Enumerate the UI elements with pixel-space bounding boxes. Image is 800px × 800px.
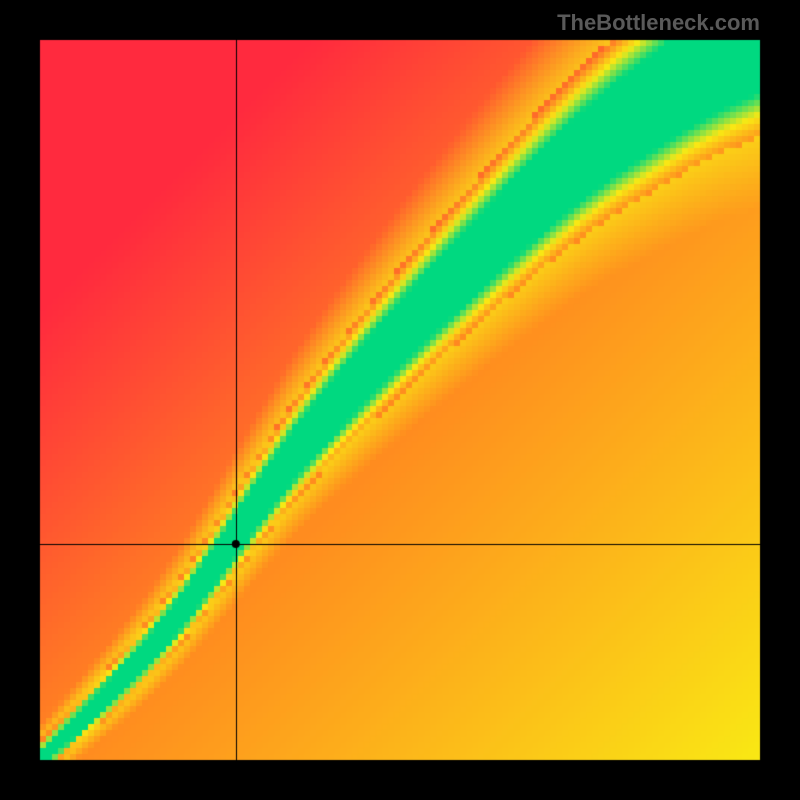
- bottleneck-heatmap: [0, 0, 800, 800]
- watermark-text: TheBottleneck.com: [557, 10, 760, 36]
